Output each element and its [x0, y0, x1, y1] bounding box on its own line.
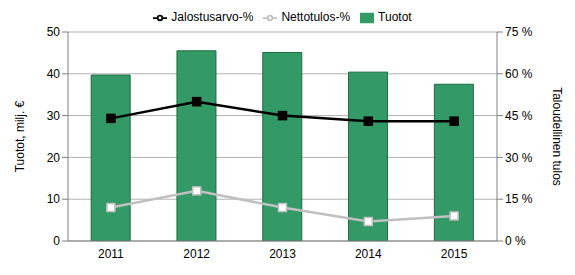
svg-text:20: 20 — [47, 151, 61, 165]
svg-text:2011: 2011 — [98, 247, 124, 261]
svg-text:60 %: 60 % — [505, 67, 533, 81]
svg-text:10: 10 — [47, 192, 61, 206]
svg-text:0: 0 — [53, 234, 60, 248]
svg-text:30: 30 — [47, 109, 61, 123]
svg-text:2014: 2014 — [355, 247, 382, 261]
svg-text:Taloudellinen tulos: Taloudellinen tulos — [550, 87, 564, 186]
svg-text:0 %: 0 % — [505, 234, 526, 248]
svg-text:50: 50 — [47, 25, 61, 39]
svg-text:45 %: 45 % — [505, 109, 533, 123]
html-text:Jalostusarvo-%: Jalostusarvo-% — [171, 10, 254, 24]
svg-text:2015: 2015 — [441, 247, 468, 261]
svg-text:Tuotot, milj. €: Tuotot, milj. € — [13, 100, 27, 172]
svg-text:30 %: 30 % — [505, 151, 533, 165]
svg-text:40: 40 — [47, 67, 61, 81]
svg-text:2013: 2013 — [269, 247, 296, 261]
svg-text:2012: 2012 — [183, 247, 210, 261]
svg-text:75 %: 75 % — [505, 25, 533, 39]
html-text:Nettotulos-%: Nettotulos-% — [281, 10, 351, 24]
html-text:Tuotot: Tuotot — [378, 10, 412, 24]
svg-text:15 %: 15 % — [505, 192, 533, 206]
